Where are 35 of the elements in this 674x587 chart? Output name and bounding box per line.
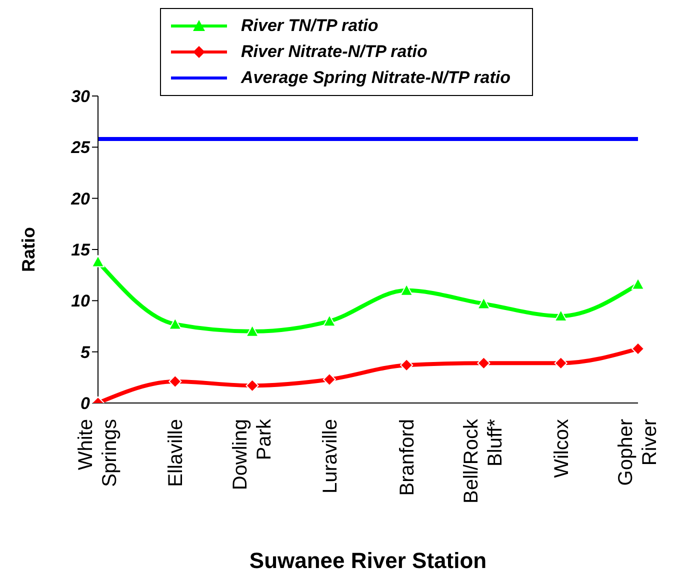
x-tick-label: Bell/Rock Bluff* bbox=[460, 418, 507, 504]
y-tick-label: 10 bbox=[71, 292, 91, 311]
point bbox=[168, 318, 182, 330]
x-tick-label: Luraville bbox=[319, 419, 342, 494]
point bbox=[477, 297, 490, 310]
y-tick-label: 15 bbox=[71, 240, 91, 260]
point bbox=[92, 255, 104, 268]
y-tick-label: 5 bbox=[80, 342, 91, 362]
point bbox=[322, 372, 336, 386]
legend-label: River TN/TP ratio bbox=[241, 16, 378, 36]
x-tick-label: Dowling Park bbox=[229, 418, 276, 490]
point bbox=[632, 278, 644, 290]
legend-label: Average Spring Nitrate-N/TP ratio bbox=[241, 68, 511, 88]
x-tick-label: White Springs bbox=[75, 419, 121, 487]
point bbox=[400, 358, 414, 372]
point bbox=[400, 284, 414, 296]
point bbox=[246, 324, 259, 337]
y-axis-title: Ratio bbox=[18, 226, 38, 272]
point bbox=[632, 342, 644, 356]
x-tick-label: Gopher River bbox=[615, 418, 661, 486]
point bbox=[477, 356, 490, 370]
x-tick-label: Wilcox bbox=[550, 419, 573, 478]
point bbox=[168, 375, 182, 388]
x-axis-title: Suwanee River Station bbox=[249, 548, 487, 573]
y-tick-label: 25 bbox=[70, 138, 91, 158]
y-tick-label: 30 bbox=[71, 87, 91, 106]
y-tick-label: 0 bbox=[80, 394, 91, 414]
point bbox=[322, 314, 336, 327]
point bbox=[246, 379, 259, 392]
point bbox=[554, 310, 568, 322]
legend-label: River Nitrate-N/TP ratio bbox=[241, 42, 428, 62]
x-tick-label: Branford bbox=[396, 419, 419, 496]
point bbox=[554, 356, 568, 370]
x-tick-label: Ellaville bbox=[165, 419, 188, 487]
y-tick-label: 20 bbox=[70, 189, 91, 208]
